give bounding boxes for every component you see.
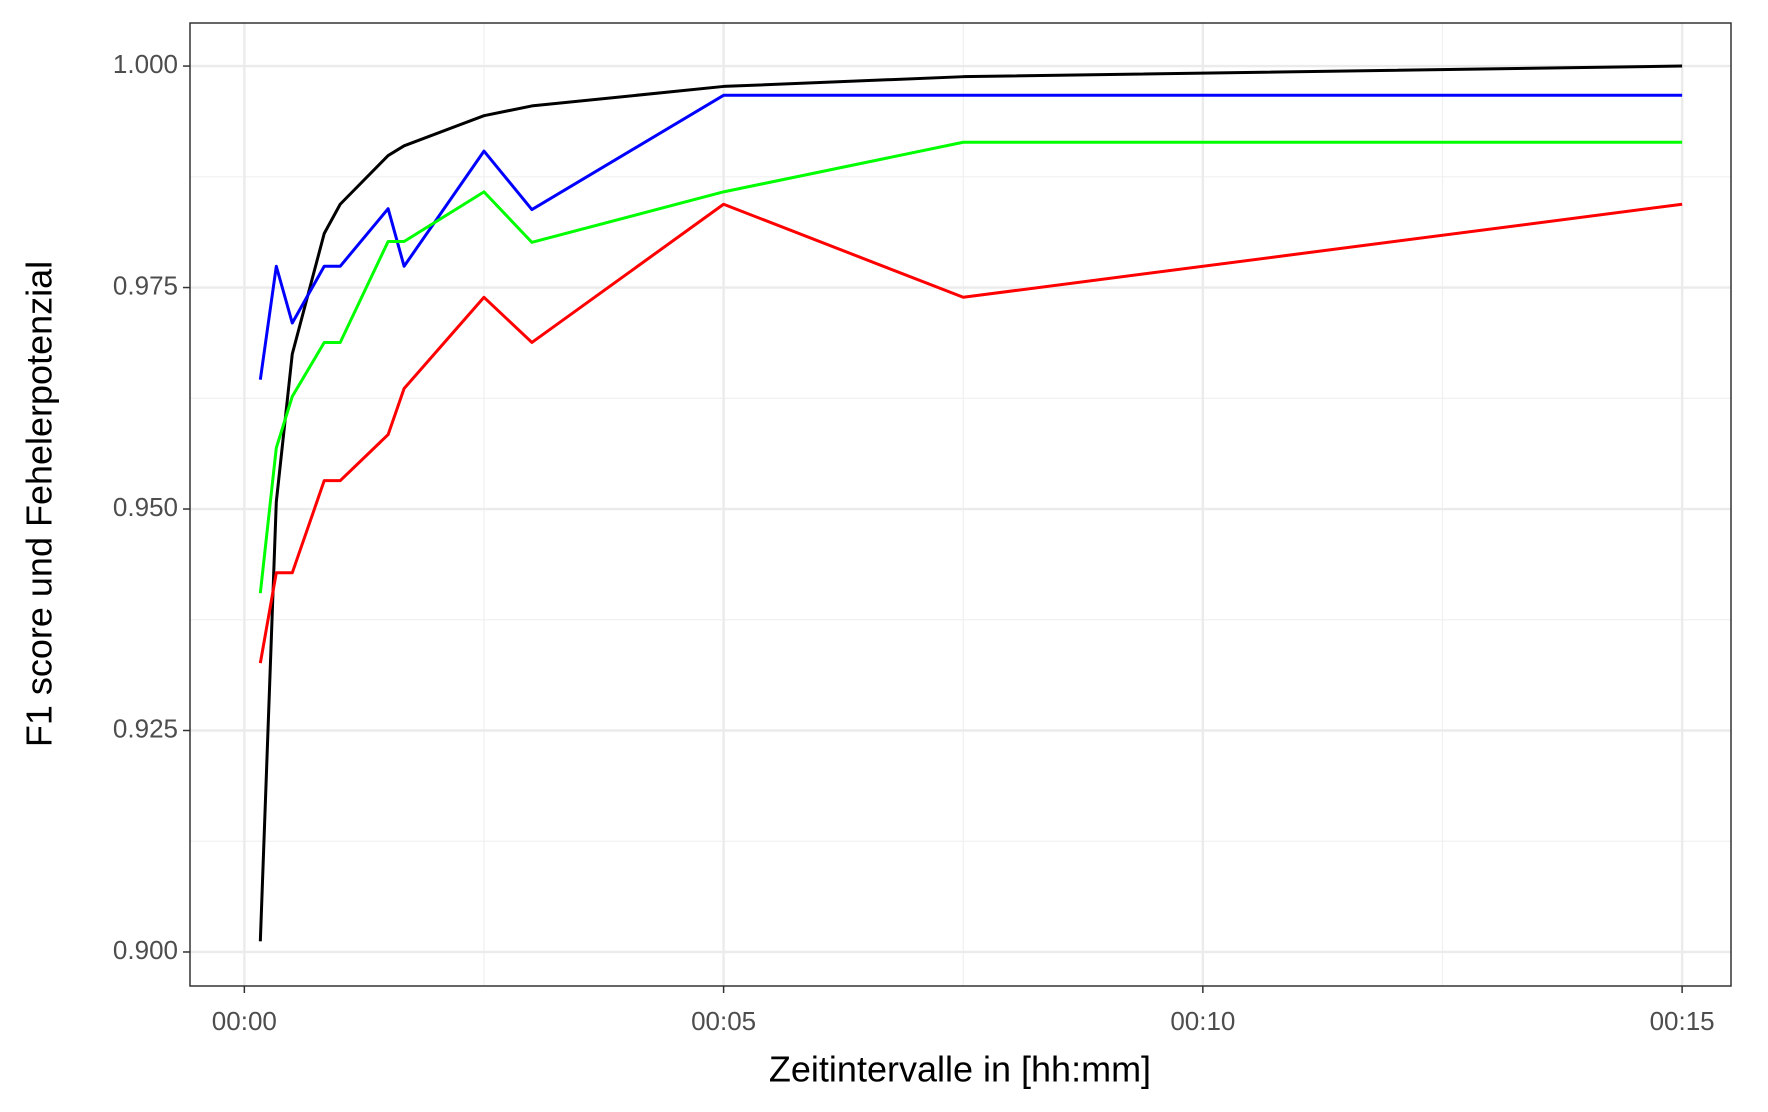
- x-axis-title: Zeitintervalle in [hh:mm]: [769, 1049, 1151, 1090]
- line: [258, 93, 1683, 380]
- x-tick-label: 00:05: [691, 1006, 756, 1036]
- line: [258, 140, 1683, 594]
- y-tick-label: 1.000: [113, 49, 178, 79]
- x-tick-label: 00:00: [212, 1006, 277, 1036]
- x-tick-label: 00:15: [1650, 1006, 1715, 1036]
- y-axis-title: F1 score und Fehelerpotenzial: [19, 261, 60, 747]
- x-tick-label: 00:10: [1170, 1006, 1235, 1036]
- y-tick-label: 0.950: [113, 492, 178, 522]
- line: [258, 64, 1683, 942]
- plot-border: [189, 22, 1732, 987]
- line: [258, 202, 1683, 664]
- y-tick-label: 0.900: [113, 935, 178, 965]
- y-tick-label: 0.925: [113, 713, 178, 743]
- y-tick-label: 0.975: [113, 270, 178, 300]
